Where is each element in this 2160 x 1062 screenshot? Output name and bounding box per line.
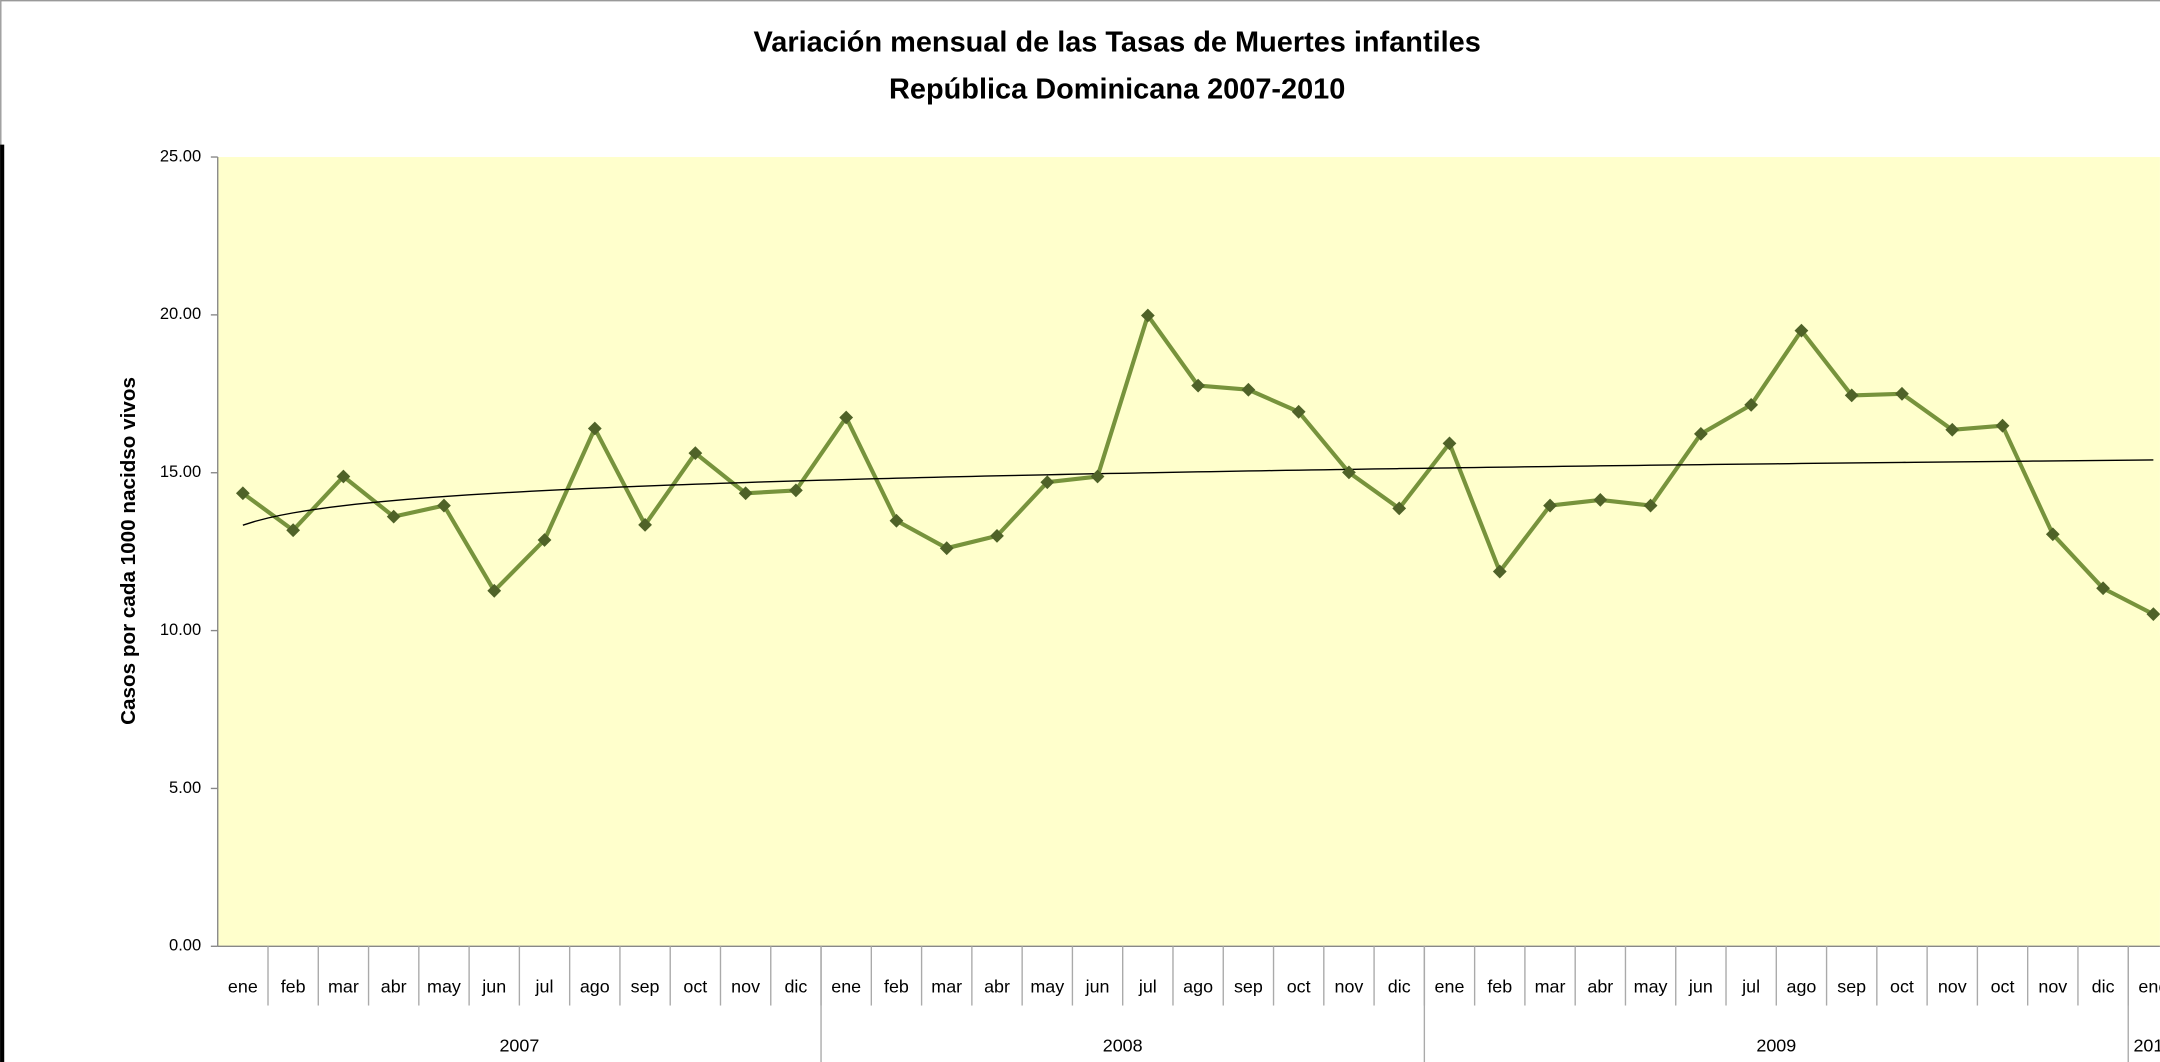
x-tick-label: ene [2138, 976, 2160, 996]
marker [1191, 378, 1206, 393]
marker [1040, 475, 1055, 490]
x-tick-label: feb [1487, 976, 1512, 996]
marker [1643, 498, 1658, 513]
x-tick-label: jun [1688, 976, 1713, 996]
marker [939, 541, 954, 556]
x-tick-label: ago [1787, 976, 1817, 996]
x-tick-label: feb [884, 976, 909, 996]
marker [2045, 527, 2060, 542]
x-tick-label: sep [1837, 976, 1866, 996]
marker [2146, 607, 2160, 622]
marker [1241, 382, 1256, 397]
x-tick-label: mar [1535, 976, 1566, 996]
marker [1593, 492, 1608, 507]
x-tick-label: abr [1587, 976, 1613, 996]
x-tick-label: ago [1183, 976, 1213, 996]
x-tick-label: ene [831, 976, 861, 996]
x-tick-label: may [1634, 976, 1668, 996]
x-tick-label: ene [228, 976, 258, 996]
marker [537, 533, 552, 547]
marker [1291, 404, 1306, 419]
x-tick-label: oct [1890, 976, 1914, 996]
x-tick-label: dic [2092, 976, 2115, 996]
group-label: 2010 [2133, 1036, 2160, 1056]
marker [1895, 386, 1909, 401]
y-axis-label: Casos por cada 1000 nacidso vivos [117, 377, 140, 725]
plot: 0.00 5.00 10.00 15.00 20.00 25.00 ene feb mar abr… [160, 146, 2160, 1062]
marker [1995, 418, 2010, 433]
y-tick-label: 15.00 [160, 462, 201, 481]
group-label: 2007 [499, 1036, 539, 1056]
x-tick-label: jun [1085, 976, 1110, 996]
y-tick-label: 0.00 [169, 936, 201, 955]
marker [1744, 397, 1759, 412]
x-tick-label: nov [1335, 976, 1364, 996]
x-tick-label: ago [580, 976, 610, 996]
marker [1442, 436, 1457, 451]
x-tick-label: may [427, 976, 461, 996]
marker [638, 517, 652, 532]
y-tick-label: 25.00 [160, 146, 201, 165]
x-tick-label: sep [1234, 976, 1263, 996]
marker [235, 486, 250, 501]
x-tick-label: feb [281, 976, 306, 996]
x-tick-label: jul [1138, 976, 1157, 996]
x-tick-label: nov [731, 976, 760, 996]
marker [789, 483, 803, 498]
x-tick-label: mar [328, 976, 359, 996]
chart-subtitle: República Dominicana 2007-2010 [889, 74, 1345, 106]
marker [1543, 498, 1557, 513]
x-tick-label: nov [2038, 976, 2067, 996]
marker [1090, 469, 1105, 484]
marker [437, 498, 451, 513]
left-edge [0, 144, 5, 1062]
marker [1342, 465, 1356, 480]
trendline [242, 459, 2154, 526]
marker [1492, 564, 1507, 579]
marker [1945, 422, 1960, 437]
x-tick-label: ene [1435, 976, 1465, 996]
marker [738, 486, 753, 501]
marker [889, 513, 904, 528]
x-tick-label: may [1030, 976, 1064, 996]
marker [839, 410, 854, 425]
group-label: 2009 [1756, 1036, 1796, 1056]
x-tick-label: abr [381, 976, 407, 996]
x-tick-label: jul [1741, 976, 1760, 996]
marker [2096, 581, 2110, 596]
chart-title: Variación mensual de las Tasas de Muerte… [754, 27, 1481, 59]
x-tick-label: dic [1388, 976, 1411, 996]
y-tick-label: 20.00 [160, 304, 201, 323]
x-tick-label: jun [481, 976, 506, 996]
y-tick-label: 5.00 [169, 778, 201, 797]
group-label: 2008 [1103, 1036, 1143, 1056]
marker [1693, 427, 1708, 441]
x-tick-label: sep [631, 976, 660, 996]
y-tick-label: 10.00 [160, 620, 201, 639]
plot-area [217, 157, 2160, 947]
marker [386, 509, 401, 524]
x-tick-label: oct [1287, 976, 1311, 996]
x-tick-label: oct [1991, 976, 2015, 996]
marker [990, 528, 1004, 543]
marker [336, 469, 351, 484]
x-tick-label: abr [984, 976, 1010, 996]
x-tick-label: dic [784, 976, 807, 996]
marker [1844, 388, 1859, 403]
marker [688, 446, 703, 461]
x-tick-label: jul [535, 976, 554, 996]
x-tick-label: nov [1938, 976, 1967, 996]
marker [587, 421, 602, 436]
x-tick-label: mar [931, 976, 962, 996]
x-tick-label: oct [683, 976, 707, 996]
